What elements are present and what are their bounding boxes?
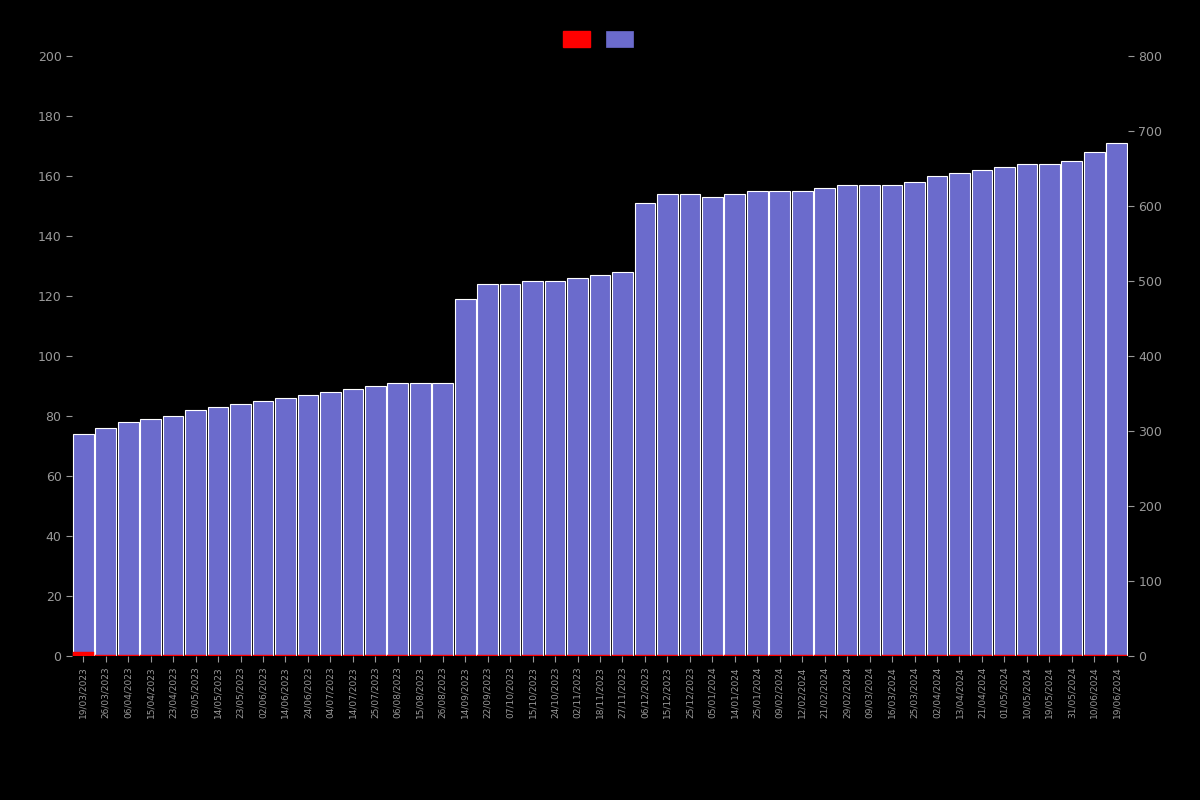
Bar [208,654,228,656]
Bar [1062,161,1082,656]
Bar [253,401,274,656]
Bar [499,284,521,656]
Bar [725,654,745,656]
Bar [545,281,565,656]
Bar [1084,654,1105,656]
Bar [905,654,925,656]
Bar [769,654,790,656]
Bar [275,654,295,656]
Bar [568,278,588,656]
Bar [388,383,408,656]
Bar [163,654,184,656]
Bar [522,654,542,656]
Bar [208,407,228,656]
Bar [140,654,161,656]
Bar [410,383,431,656]
Bar [859,185,880,656]
Bar [95,654,116,656]
Bar [455,654,475,656]
Bar [455,299,475,656]
Bar [1062,654,1082,656]
Bar [342,389,364,656]
Bar [926,654,947,656]
Bar [95,428,116,656]
Bar [568,654,588,656]
Bar [589,275,611,656]
Bar [702,197,722,656]
Bar [388,654,408,656]
Bar [589,654,611,656]
Bar [905,182,925,656]
Bar [365,654,385,656]
Bar [725,194,745,656]
Bar [972,654,992,656]
Bar [612,654,632,656]
Bar [275,398,295,656]
Bar [1106,143,1127,656]
Bar [298,654,318,656]
Bar [792,191,812,656]
Bar [1039,654,1060,656]
Bar [185,654,206,656]
Bar [365,386,385,656]
Bar [478,654,498,656]
Bar [949,654,970,656]
Bar [432,383,454,656]
Bar [746,654,768,656]
Bar [298,395,318,656]
Bar [635,654,655,656]
Bar [815,188,835,656]
Bar [882,654,902,656]
Bar [702,654,722,656]
Bar [118,654,138,656]
Bar [836,654,858,656]
Bar [73,434,94,656]
Bar [815,654,835,656]
Bar [926,176,947,656]
Bar [320,392,341,656]
Legend: , : , [558,27,642,51]
Bar [635,203,655,656]
Bar [859,654,880,656]
Bar [73,651,94,656]
Bar [478,284,498,656]
Bar [836,185,858,656]
Bar [163,416,184,656]
Bar [140,419,161,656]
Bar [1039,164,1060,656]
Bar [230,404,251,656]
Bar [1016,164,1037,656]
Bar [949,173,970,656]
Bar [994,654,1015,656]
Bar [658,654,678,656]
Bar [320,654,341,656]
Bar [882,185,902,656]
Bar [185,410,206,656]
Bar [342,654,364,656]
Bar [994,167,1015,656]
Bar [769,191,790,656]
Bar [499,654,521,656]
Bar [972,170,992,656]
Bar [612,272,632,656]
Bar [545,654,565,656]
Bar [746,191,768,656]
Bar [522,281,542,656]
Bar [432,654,454,656]
Bar [658,194,678,656]
Bar [230,654,251,656]
Bar [1106,654,1127,656]
Bar [679,654,701,656]
Bar [792,654,812,656]
Bar [253,654,274,656]
Bar [410,654,431,656]
Bar [1016,654,1037,656]
Bar [118,422,138,656]
Bar [679,194,701,656]
Bar [1084,152,1105,656]
